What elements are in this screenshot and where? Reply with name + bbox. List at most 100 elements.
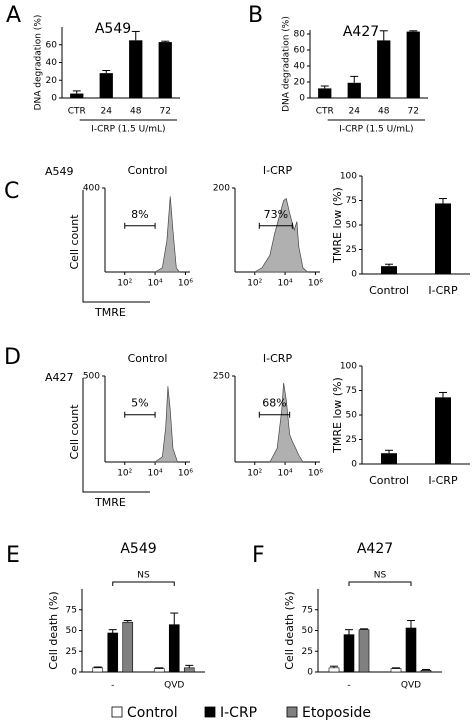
panel-letter: C (4, 179, 19, 204)
bar (347, 82, 361, 98)
y-tick-label: 20 (46, 76, 58, 86)
x-axis-label: TMRE (94, 496, 126, 509)
bar (390, 668, 402, 673)
legend-swatch (286, 706, 298, 718)
x-tick-label: 10⁶ (308, 279, 323, 289)
x-tick-label: 48 (378, 107, 390, 117)
y-tick-label: 60 (294, 46, 306, 56)
panel-letter: D (4, 345, 21, 370)
bar (420, 670, 432, 673)
y-axis-label: Cell count (68, 214, 81, 270)
bar (158, 42, 172, 98)
y-axis-label: TMRE low (%) (331, 187, 344, 264)
y-tick-label: 0 (51, 94, 57, 104)
y-tick-label: 75 (66, 605, 77, 615)
x-tick-label: 10⁴ (278, 469, 293, 479)
y-tick-label: 80 (294, 30, 306, 40)
bar (435, 397, 451, 464)
y-tick-label: 0 (351, 460, 357, 470)
x-tick-label: Control (369, 284, 409, 297)
x-tick-label: 10² (117, 469, 132, 479)
y-tick-label: 50 (66, 626, 78, 636)
y-tick-label: 40 (46, 58, 58, 68)
x-tick-label: 10⁶ (178, 279, 193, 289)
x-tick-label: 72 (408, 107, 419, 117)
bar (168, 624, 180, 673)
bar (183, 667, 195, 673)
x-tick-label: QVD (401, 681, 421, 691)
x-tick-label: 10² (117, 279, 132, 289)
x-tick-label: QVD (164, 681, 184, 691)
y-tick-label: 0 (71, 668, 77, 678)
x-tick-label: 10⁴ (278, 279, 293, 289)
histogram (269, 382, 304, 463)
gate-label: 5% (131, 397, 148, 410)
y-tick-label: 20 (294, 78, 306, 88)
y-tick-label: 25 (346, 245, 357, 255)
y-tick-label: 100 (340, 172, 357, 182)
chart-title: A549 (95, 21, 131, 37)
bar (70, 93, 84, 98)
panel-letter: F (252, 543, 265, 568)
legend-swatch (111, 706, 123, 718)
panel-letter: E (6, 543, 20, 568)
y-tick-label: 200 (213, 184, 230, 194)
bar (381, 453, 397, 464)
chart-title: A427 (343, 24, 379, 40)
bar (328, 667, 340, 673)
bar (122, 621, 134, 673)
legend-label: Etoposide (302, 705, 371, 721)
y-tick-label: 0 (351, 270, 357, 280)
y-tick-label: 500 (83, 372, 100, 382)
histogram-title: Control (128, 352, 168, 365)
bar (406, 31, 420, 99)
axis-arrow (82, 190, 150, 303)
y-tick-label: 250 (213, 372, 230, 382)
bar (318, 88, 332, 98)
x-tick-label: 10⁴ (148, 279, 163, 289)
y-tick-label: 75 (302, 605, 313, 615)
x-tick-label: I-CRP (428, 474, 458, 487)
y-tick-label: 25 (346, 435, 357, 445)
y-tick-label: 75 (346, 196, 357, 206)
y-axis-label: Cell count (68, 404, 81, 460)
gate-label: 68% (262, 397, 286, 410)
histogram-title: I-CRP (263, 164, 293, 177)
bar (153, 668, 165, 673)
chart-title: A427 (357, 541, 393, 557)
panel-letter: B (248, 3, 263, 28)
bar (358, 629, 370, 673)
histogram (153, 386, 178, 463)
y-axis-label: DNA degradation (%) (282, 16, 292, 112)
x-tick-label: 24 (349, 107, 361, 117)
y-axis-label: DNA degradation (%) (34, 15, 44, 111)
x-tick-label: - (111, 681, 114, 691)
gate-label: 73% (264, 208, 288, 221)
x-tick-label: Control (369, 474, 409, 487)
y-tick-label: 400 (83, 184, 100, 194)
histogram-title: Control (128, 164, 168, 177)
bar (99, 73, 113, 98)
y-tick-label: 50 (302, 626, 314, 636)
x-tick-label: CTR (68, 107, 86, 117)
group-label: I-CRP (1.5 U/mL) (91, 125, 165, 135)
x-tick-label: CTR (316, 107, 334, 117)
bar (92, 667, 104, 673)
group-label: I-CRP (1.5 U/mL) (339, 125, 413, 135)
x-tick-label: 10² (247, 469, 262, 479)
x-axis-label: TMRE (94, 306, 126, 319)
x-tick-label: 24 (101, 107, 113, 117)
ns-bracket (112, 581, 175, 586)
histogram (253, 197, 309, 273)
y-tick-label: 0 (299, 94, 305, 104)
histogram (153, 196, 181, 273)
y-tick-label: 40 (294, 62, 306, 72)
legend-label: I-CRP (220, 705, 257, 721)
bar (129, 40, 143, 98)
x-tick-label: 10⁴ (148, 469, 163, 479)
x-tick-label: 10² (247, 279, 262, 289)
y-axis-label: Cell death (%) (283, 591, 296, 669)
chart-title: A549 (120, 541, 156, 557)
cell-line: A427 (45, 371, 74, 384)
